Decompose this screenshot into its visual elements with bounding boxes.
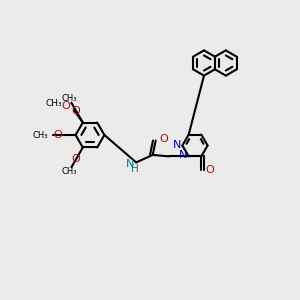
Text: CH₃: CH₃ (33, 130, 48, 140)
Text: N: N (126, 159, 135, 169)
Text: H: H (131, 164, 139, 174)
Text: CH₃: CH₃ (46, 99, 62, 108)
Text: O: O (71, 106, 80, 116)
Text: O: O (159, 134, 168, 144)
Text: N: N (179, 150, 187, 160)
Text: CH₃: CH₃ (61, 94, 77, 103)
Text: N: N (172, 140, 181, 151)
Text: O: O (71, 154, 80, 164)
Text: O: O (53, 130, 62, 140)
Text: O: O (61, 101, 70, 111)
Text: O: O (205, 165, 214, 175)
Text: CH₃: CH₃ (61, 167, 77, 176)
